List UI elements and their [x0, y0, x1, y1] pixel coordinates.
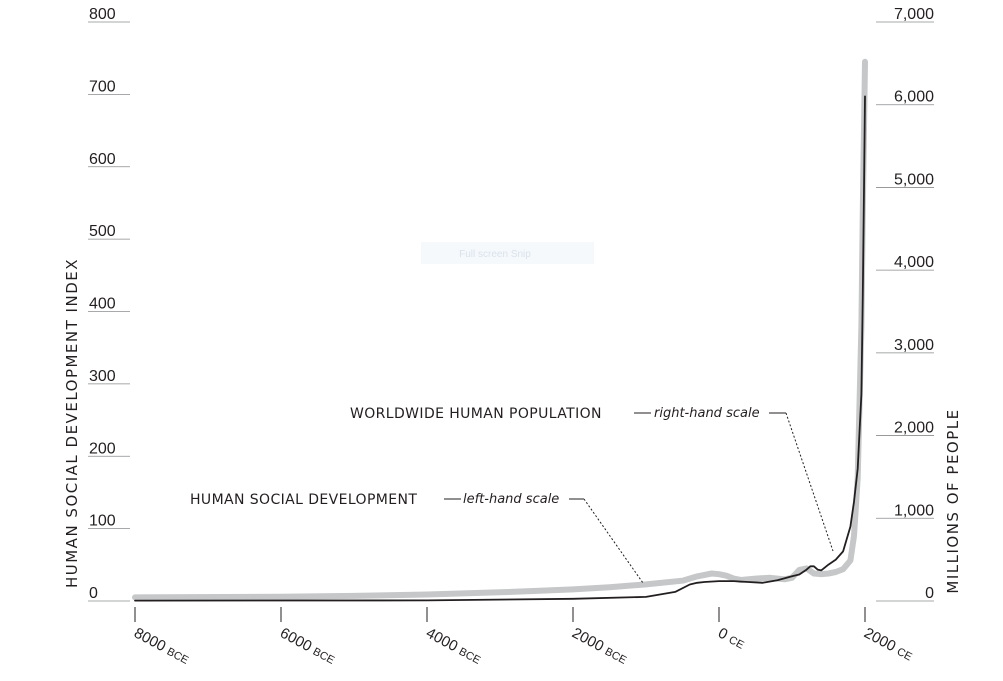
right-tick-label: 4,000	[894, 254, 934, 271]
annotation-population: WORLDWIDE HUMAN POPULATION right-hand sc…	[350, 406, 834, 552]
annotation-population-scale: right-hand scale	[654, 406, 760, 421]
annotation-social-development-leader	[583, 498, 644, 584]
left-tick-label: 700	[89, 78, 116, 95]
left-tick-label: 800	[89, 6, 116, 23]
annotation-population-title: WORLDWIDE HUMAN POPULATION	[350, 406, 602, 422]
annotation-population-leader	[785, 412, 834, 552]
x-tick-label: 0 CE	[715, 625, 748, 653]
annotations: HUMAN SOCIAL DEVELOPMENT left-hand scale…	[190, 406, 834, 584]
right-tick-label: 1,000	[894, 502, 934, 519]
left-tick-label: 300	[89, 368, 116, 385]
series-line-population	[134, 95, 866, 602]
right-tick-label: 0	[925, 585, 934, 602]
annotation-social-development-scale: left-hand scale	[463, 492, 559, 507]
right-tick-label: 3,000	[894, 337, 934, 354]
x-tick-era: BCE	[457, 646, 483, 667]
annotation-social-development: HUMAN SOCIAL DEVELOPMENT left-hand scale	[190, 492, 644, 584]
right-tick-label: 2,000	[894, 420, 934, 437]
watermark-text: Full screen Snip	[459, 249, 531, 260]
right-axis-title: MILLIONS OF PEOPLE	[944, 408, 962, 593]
watermark: Full screen Snip	[421, 242, 594, 264]
left-tick-label: 500	[89, 223, 116, 240]
x-tick-label: 6000 BCE	[277, 625, 338, 668]
x-tick-era: BCE	[603, 646, 629, 667]
left-tick-label: 100	[89, 513, 116, 530]
x-axis-ticks: 8000 BCE 6000 BCE 4000 BCE 2000 BCE 0 CE 2000…	[131, 607, 916, 668]
watermark-box	[421, 242, 594, 264]
left-tick-label: 0	[89, 585, 98, 602]
x-tick-label: 2000 BCE	[569, 625, 630, 668]
annotation-social-development-title: HUMAN SOCIAL DEVELOPMENT	[190, 492, 417, 508]
right-axis-gridlines: 0 1,000 2,000 3,000 4,000 5,000 6,000 7,000	[876, 6, 934, 602]
left-tick-label: 200	[89, 440, 116, 457]
x-tick-era: BCE	[311, 646, 337, 667]
series-layer	[132, 58, 868, 602]
x-tick-label: 8000 BCE	[131, 625, 192, 668]
x-tick-era: BCE	[165, 646, 191, 667]
left-axis-title: HUMAN SOCIAL DEVELOPMENT INDEX	[63, 258, 81, 588]
series-line-social-development	[132, 58, 868, 601]
left-tick-label: 600	[89, 151, 116, 168]
right-tick-label: 7,000	[894, 6, 934, 23]
x-tick-label: 2000 CE	[861, 625, 916, 665]
left-tick-label: 400	[89, 296, 116, 313]
left-axis-gridlines: 0 100 200 300 400 500 600 700 800	[88, 6, 130, 602]
x-tick-label: 4000 BCE	[423, 625, 484, 668]
right-tick-label: 6,000	[894, 89, 934, 106]
right-tick-label: 5,000	[894, 171, 934, 188]
